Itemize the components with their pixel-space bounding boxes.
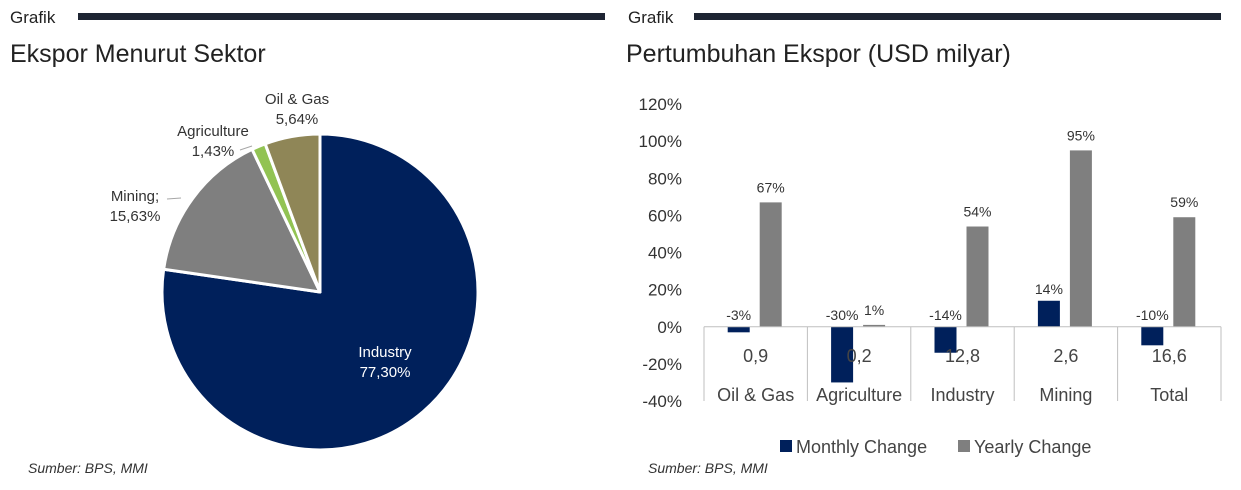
y-tick-label: 40% — [648, 244, 682, 263]
pie-label-name-oil-gas: Oil & Gas — [265, 91, 329, 108]
data-label-yearly-industry: 54% — [963, 204, 991, 220]
category-value-mining: 2,6 — [1053, 346, 1078, 366]
y-tick-label: 120% — [639, 95, 682, 114]
pie-label-value-mining: 15,63% — [110, 208, 161, 225]
category-value-oil-gas: 0,9 — [743, 346, 768, 366]
y-tick-label: -20% — [642, 355, 682, 374]
data-label-yearly-oil-gas: 67% — [757, 179, 785, 195]
category-label-agriculture: Agriculture — [816, 385, 902, 405]
category-label-oil-gas: Oil & Gas — [717, 385, 794, 405]
pie-label-value-oil-gas: 5,64% — [276, 111, 319, 128]
pie-chart: Industry 77,30% Mining; 15,63% Agriculture 1,… — [110, 91, 480, 452]
legend-label-monthly: Monthly Change — [796, 437, 927, 457]
y-tick-label: 80% — [648, 169, 682, 188]
data-label-yearly-mining: 95% — [1067, 127, 1095, 143]
bar-yearly-total — [1173, 217, 1196, 327]
pie-panel: Grafik Ekspor Menurut Sektor Industry 77,… — [0, 0, 615, 490]
bar-yearly-agriculture — [863, 324, 886, 327]
category-value-total: 16,6 — [1152, 346, 1187, 366]
pie-leader-mining — [166, 197, 182, 200]
pie-label-name-agriculture: Agriculture — [177, 123, 249, 140]
legend-swatch-monthly — [780, 440, 792, 452]
bar-kicker: Grafik — [628, 8, 674, 27]
category-value-agriculture: 0,2 — [847, 346, 872, 366]
category-value-industry: 12,8 — [945, 346, 980, 366]
pie-source: Sumber: BPS, MMI — [28, 460, 148, 476]
legend-label-yearly: Yearly Change — [974, 437, 1091, 457]
data-label-monthly-mining: 14% — [1035, 281, 1063, 297]
pie-leader-agriculture — [239, 145, 253, 151]
legend-swatch-yearly — [958, 440, 970, 452]
data-label-monthly-agriculture: -30% — [826, 307, 859, 323]
data-label-yearly-agriculture: 1% — [864, 302, 884, 318]
y-tick-label: 60% — [648, 206, 682, 225]
bar-monthly-oil-gas — [727, 326, 750, 333]
category-label-total: Total — [1150, 385, 1188, 405]
bar-chart: -40% -20% 0% 20% 40% 60% 80% 100% 120% -3% 67% 0,9 O… — [639, 95, 1222, 457]
pie-slice-mining — [162, 147, 322, 294]
bar-source: Sumber: BPS, MMI — [648, 460, 768, 476]
bar-yearly-oil-gas — [759, 202, 782, 327]
category-label-mining: Mining — [1039, 385, 1092, 405]
data-label-monthly-total: -10% — [1136, 307, 1169, 323]
bar-yearly-mining — [1069, 150, 1092, 327]
data-label-yearly-total: 59% — [1170, 194, 1198, 210]
pie-label-name-industry: Industry — [358, 344, 412, 361]
y-tick-label: 0% — [657, 318, 682, 337]
bar-yearly-industry — [966, 226, 989, 327]
bar-monthly-total — [1141, 326, 1164, 346]
bar-monthly-mining — [1037, 300, 1060, 327]
pie-slice-oil-gas — [263, 132, 322, 294]
pie-label-name-mining: Mining; — [111, 188, 159, 205]
y-tick-label: 20% — [648, 281, 682, 300]
bar-monthly-agriculture — [831, 326, 854, 383]
bar-title: Pertumbuhan Ekspor (USD milyar) — [626, 40, 1011, 68]
y-tick-label: 100% — [639, 132, 682, 151]
pie-kicker-bar — [78, 13, 605, 20]
category-label-industry: Industry — [930, 385, 994, 405]
pie-label-value-agriculture: 1,43% — [192, 143, 235, 160]
pie-label-value-industry: 77,30% — [360, 364, 411, 381]
data-label-monthly-oil-gas: -3% — [726, 307, 751, 323]
pie-title: Ekspor Menurut Sektor — [10, 40, 266, 68]
data-label-monthly-industry: -14% — [929, 307, 962, 323]
bar-kicker-bar — [694, 13, 1221, 20]
bar-panel: Grafik Pertumbuhan Ekspor (USD milyar) -… — [618, 0, 1241, 490]
pie-kicker: Grafik — [10, 8, 56, 27]
y-tick-label: -40% — [642, 392, 682, 411]
bar-monthly-industry — [934, 326, 957, 353]
